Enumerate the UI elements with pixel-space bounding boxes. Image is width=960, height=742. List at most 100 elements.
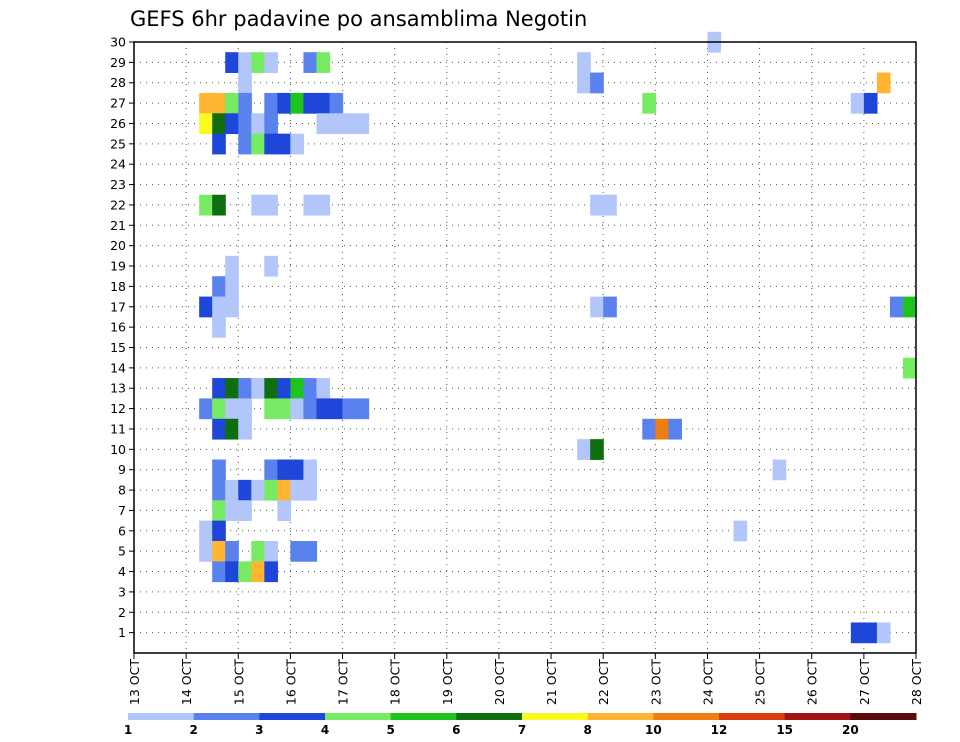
heatmap-cell: [863, 92, 878, 114]
chart-title: GEFS 6hr padavine po ansamblima Negotin: [130, 7, 587, 31]
x-tick-label: 23 OCT: [648, 659, 663, 705]
heatmap-cell: [277, 92, 291, 114]
colorbar: 1 2 3 4 5 6 7 8 10 12 15 20: [124, 713, 917, 737]
heatmap-cell: [264, 113, 278, 135]
heatmap-cell: [212, 418, 226, 440]
heatmap-cell: [303, 92, 318, 114]
colorbar-swatch: [850, 713, 917, 720]
heatmap-cell: [264, 378, 278, 399]
heatmap-cell: [212, 459, 226, 481]
heatmap-cell: [290, 459, 305, 481]
heatmap-cell: [642, 92, 656, 114]
heatmap-cell: [225, 479, 239, 501]
heatmap-cell: [303, 459, 318, 481]
heatmap-cell: [199, 194, 213, 216]
heatmap-cell: [590, 194, 604, 216]
heatmap-cell: [290, 133, 305, 155]
heatmap-cell: [590, 72, 604, 94]
y-tick-label: 25: [110, 136, 126, 151]
heatmap-cell: [199, 520, 213, 542]
heatmap-cell: [212, 92, 226, 114]
y-tick-label: 20: [110, 238, 126, 253]
y-tick-label: 15: [110, 340, 126, 355]
heatmap-cell: [329, 92, 344, 114]
y-tick-label: 10: [110, 442, 126, 457]
y-tick-label: 26: [110, 116, 126, 131]
heatmap-cell: [577, 52, 591, 73]
x-tick-label: 20 OCT: [492, 659, 507, 705]
heatmap-cell: [863, 622, 878, 644]
heatmap-cell: [290, 378, 305, 399]
x-tick-label: 22 OCT: [596, 659, 611, 705]
heatmap-cell: [655, 418, 669, 440]
heatmap-cell: [225, 255, 239, 277]
y-tick-label: 11: [110, 421, 126, 436]
x-tick-label: 24 OCT: [700, 659, 715, 705]
colorbar-label: 1: [124, 723, 132, 737]
heatmap-cell: [251, 52, 265, 73]
heatmap-cell: [303, 378, 318, 399]
y-tick-label: 23: [110, 177, 126, 192]
heatmap-cell: [251, 113, 265, 135]
heatmap-cell: [251, 479, 265, 501]
heatmap-cell: [251, 561, 265, 583]
heatmap-cell: [238, 418, 252, 440]
heatmap-cell: [668, 418, 682, 440]
y-tick-label: 24: [110, 157, 126, 172]
heatmap-cell: [590, 296, 604, 318]
heatmap-cell: [772, 459, 787, 481]
colorbar-label: 7: [518, 723, 526, 737]
colorbar-label: 8: [583, 723, 591, 737]
y-tick-label: 13: [110, 381, 126, 396]
y-tick-label: 2: [118, 605, 126, 620]
heatmap-cell: [251, 378, 265, 399]
heatmap-cell: [225, 540, 239, 562]
heatmap-cell: [290, 398, 305, 420]
heatmap-cell: [603, 194, 617, 216]
heatmap-cell: [264, 255, 278, 277]
heatmap-cells: [199, 31, 917, 644]
heatmap-cell: [264, 52, 278, 73]
colorbar-label: 3: [255, 723, 263, 737]
heatmap-cell: [212, 113, 226, 135]
heatmap-cell: [290, 92, 305, 114]
colorbar-label: 12: [711, 723, 728, 737]
x-tick-label: 19 OCT: [440, 659, 455, 705]
heatmap-cell: [277, 459, 291, 481]
heatmap-cell: [264, 92, 278, 114]
heatmap-cell: [850, 622, 865, 644]
colorbar-label: 20: [842, 723, 859, 737]
heatmap-cell: [603, 296, 617, 318]
y-tick-label: 12: [110, 401, 126, 416]
heatmap-cell: [225, 296, 239, 318]
heatmap-cell: [303, 479, 318, 501]
heatmap-cell: [577, 439, 591, 460]
heatmap-cell: [329, 113, 344, 135]
heatmap-cell: [264, 398, 278, 420]
heatmap-cell: [238, 72, 252, 94]
y-tick-label: 6: [118, 523, 126, 538]
y-tick-label: 29: [110, 55, 126, 70]
heatmap-cell: [199, 113, 213, 135]
heatmap-cell: [303, 398, 318, 420]
x-tick-label: 16 OCT: [283, 659, 298, 705]
y-tick-label: 4: [118, 564, 126, 579]
heatmap-cell: [225, 398, 239, 420]
y-tick-label: 16: [110, 320, 126, 335]
heatmap-cell: [590, 439, 604, 460]
colorbar-swatch: [128, 713, 195, 720]
x-tick-label: 13 OCT: [127, 659, 142, 705]
heatmap-cell: [212, 378, 226, 399]
colorbar-swatch: [653, 713, 720, 720]
x-tick-label: 21 OCT: [544, 659, 559, 705]
colorbar-swatch: [259, 713, 326, 720]
heatmap-cell: [225, 500, 239, 522]
y-tick-label: 1: [118, 625, 126, 640]
colorbar-swatch: [784, 713, 851, 720]
heatmap-cell: [212, 296, 226, 318]
colorbar-label: 2: [189, 723, 197, 737]
y-tick-label: 28: [110, 75, 126, 90]
heatmap-cell: [316, 92, 331, 114]
heatmap-cell: [277, 398, 291, 420]
